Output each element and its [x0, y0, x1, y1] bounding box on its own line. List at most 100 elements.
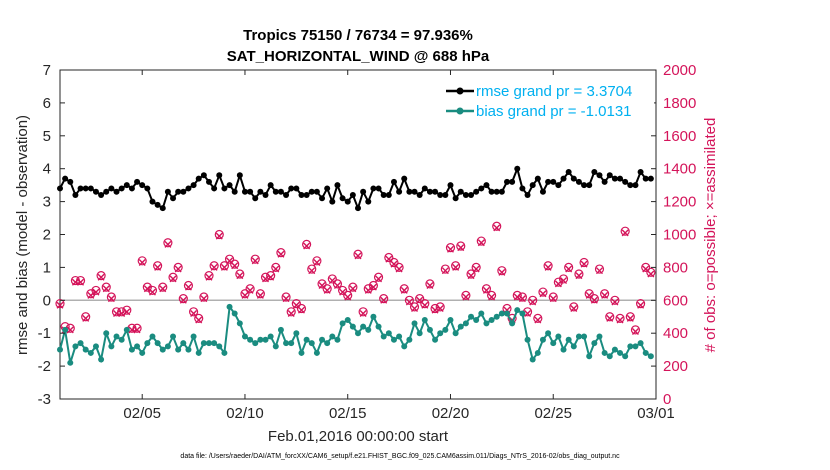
bias-point [164, 343, 171, 350]
rmse-point [380, 192, 387, 199]
obs-assimilated-stroke [87, 291, 95, 299]
obs-assimilated-stroke [477, 239, 485, 247]
obs-possible-point [199, 292, 209, 302]
bias-point [514, 307, 521, 314]
obs-assimilated-stroke [282, 295, 290, 303]
obs-possible-point [96, 271, 106, 281]
obs-assimilated-stroke [128, 326, 136, 334]
rmse-point [154, 201, 161, 208]
rmse-point [77, 185, 84, 192]
obs-assimilated-point [118, 309, 126, 317]
obs-assimilated-stroke [585, 291, 593, 299]
rmse-point [611, 175, 618, 182]
rmse-point [586, 182, 593, 189]
obs-possible-point [81, 312, 91, 322]
rmse-point [72, 192, 79, 199]
legend-bias-marker [456, 107, 464, 115]
obs-assimilated-stroke [626, 314, 634, 322]
obs-assimilated-stroke [354, 252, 362, 260]
bias-point [647, 353, 654, 360]
rmse-point [642, 175, 649, 182]
rmse-point [565, 168, 572, 175]
obs-possible-point [230, 259, 240, 269]
obs-assimilated-stroke [313, 258, 321, 266]
obs-possible-point [461, 290, 471, 300]
obs-possible-point [430, 303, 440, 314]
obs-assimilated-point [164, 240, 172, 248]
bias-point [498, 310, 505, 317]
rmse-point [329, 198, 336, 205]
rmse-point [180, 188, 187, 195]
obs-assimilated-stroke [431, 306, 439, 314]
y2-axis-label: # of obs: o=possible; ×=assimilated [702, 118, 719, 353]
rmse-point [416, 192, 423, 199]
obs-assimilated-point [518, 295, 526, 303]
obs-assimilated-stroke [133, 326, 141, 334]
rmse-point [478, 185, 485, 192]
rmse-point [57, 185, 63, 192]
obs-assimilated-point [71, 278, 79, 286]
obs-possible-point [574, 269, 584, 279]
obs-assimilated-stroke [575, 272, 583, 280]
bias-point [565, 336, 572, 343]
bias-point [170, 333, 177, 340]
rmse-point [411, 188, 418, 195]
x-tick-label: 02/05 [123, 405, 161, 422]
obs-assimilated-point [590, 296, 598, 304]
obs-assimilated-stroke [123, 308, 131, 316]
rmse-point [128, 185, 135, 192]
obs-assimilated-stroke [544, 263, 552, 271]
obs-assimilated-stroke [205, 273, 213, 281]
rmse-point [313, 188, 320, 195]
obs-possible-point [415, 294, 425, 304]
bias-point [473, 317, 480, 324]
obs-possible-point [451, 261, 461, 271]
bias-point [247, 336, 254, 343]
obs-assimilated-stroke [647, 270, 655, 278]
rmse-point [241, 188, 248, 195]
obs-assimilated-point [446, 245, 454, 253]
obs-assimilated-point [626, 314, 634, 322]
obs-assimilated-stroke [251, 257, 259, 265]
obs-assimilated-point [375, 275, 383, 283]
rmse-point [252, 195, 259, 202]
x-tick-label: 03/01 [637, 405, 675, 422]
obs-assimilated-stroke [333, 282, 341, 289]
obs-assimilated-point [580, 260, 588, 268]
obs-assimilated-stroke [303, 242, 311, 250]
obs-possible-point [630, 325, 641, 335]
obs-possible-point [399, 284, 409, 294]
bias-point [627, 343, 634, 350]
obs-possible-point [373, 272, 384, 282]
rmse-point [647, 175, 654, 182]
bias-point [128, 346, 135, 353]
legend-rmse-marker [456, 87, 464, 95]
obs-assimilated-stroke [611, 298, 619, 306]
x-tick-label: 02/10 [226, 405, 264, 422]
obs-assimilated-point [462, 293, 470, 301]
obs-assimilated-point [390, 260, 398, 268]
rmse-point [190, 182, 197, 189]
bias-point [144, 340, 151, 347]
bias-point [288, 340, 295, 347]
bias-point [272, 343, 279, 350]
bias-point [113, 333, 120, 340]
obs-assimilated-point [513, 293, 521, 301]
obs-assimilated-point [431, 306, 439, 314]
obs-assimilated-stroke [529, 298, 537, 306]
obs-possible-point [224, 254, 235, 264]
obs-possible-point [641, 262, 651, 272]
obs-possible-point [620, 226, 630, 236]
obs-possible-point [486, 290, 497, 300]
bias-point [606, 353, 613, 360]
obs-possible-point [91, 285, 101, 296]
obs-assimilated-stroke [118, 309, 126, 317]
rmse-point [514, 165, 521, 172]
obs-assimilated-point [205, 273, 213, 281]
obs-assimilated-stroke [164, 240, 172, 248]
rmse-point [226, 182, 233, 189]
rmse-point [324, 185, 331, 192]
rmse-point [437, 192, 444, 199]
obs-possible-point [404, 295, 414, 305]
rmse-point [524, 192, 531, 199]
